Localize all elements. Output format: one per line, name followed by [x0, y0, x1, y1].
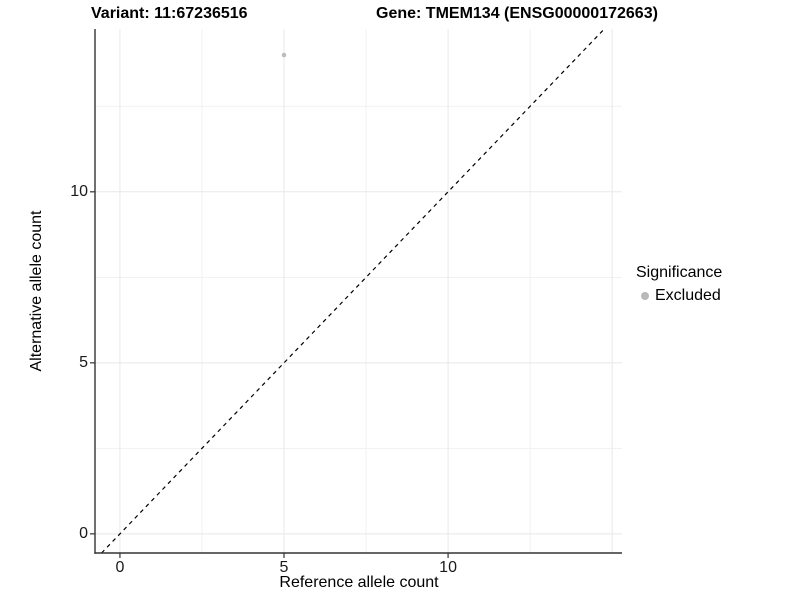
- x-tick-label: 5: [279, 559, 289, 576]
- legend-title: Significance: [636, 264, 723, 281]
- x-tick-label: 10: [439, 559, 457, 576]
- x-axis-title: Reference allele count: [279, 574, 439, 591]
- legend: Significance Excluded: [634, 263, 722, 305]
- legend-point-icon: [641, 291, 649, 300]
- y-tick-label: 10: [70, 182, 88, 200]
- x-tick-label: 0: [115, 559, 125, 576]
- legend-items: Excluded: [634, 286, 722, 305]
- y-tick-label: 0: [79, 524, 88, 542]
- plot-title-variant: Variant: 11:67236516: [91, 5, 248, 22]
- plot-title-gene: Gene: TMEM134 (ENSG00000172663): [376, 5, 658, 22]
- data-point: [281, 52, 287, 58]
- identity-line: [101, 28, 605, 554]
- y-axis-title: Alternative allele count: [28, 210, 45, 372]
- legend-item: Excluded: [634, 286, 722, 305]
- legend-item-label: Excluded: [655, 287, 721, 304]
- y-tick-label: 5: [79, 353, 88, 371]
